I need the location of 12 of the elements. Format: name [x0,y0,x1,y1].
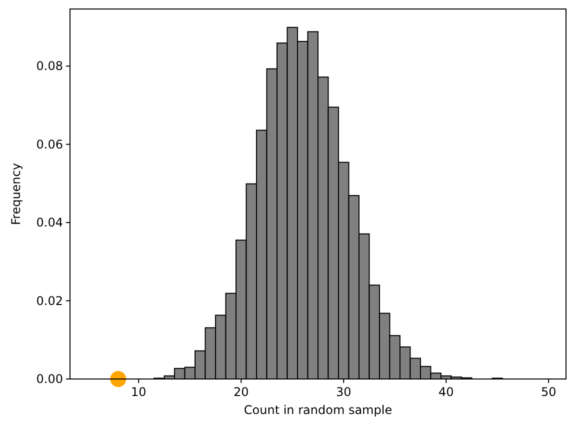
x-tick-label: 30 [336,385,352,399]
x-tick-label: 40 [438,385,454,399]
y-tick-label: 0.08 [36,59,63,74]
x-tick-label: 10 [131,385,146,399]
x-tick-label: 20 [234,385,249,399]
x-tick-label: 50 [540,385,556,399]
y-tick-label: 0.06 [36,137,63,152]
y-tick-label: 0.00 [36,372,63,386]
y-tick-label: 0.02 [36,294,63,308]
y-axis-title: Frequency [9,163,23,225]
y-tick-label: 0.04 [36,216,63,230]
x-axis-title: Count in random sample [244,403,392,417]
